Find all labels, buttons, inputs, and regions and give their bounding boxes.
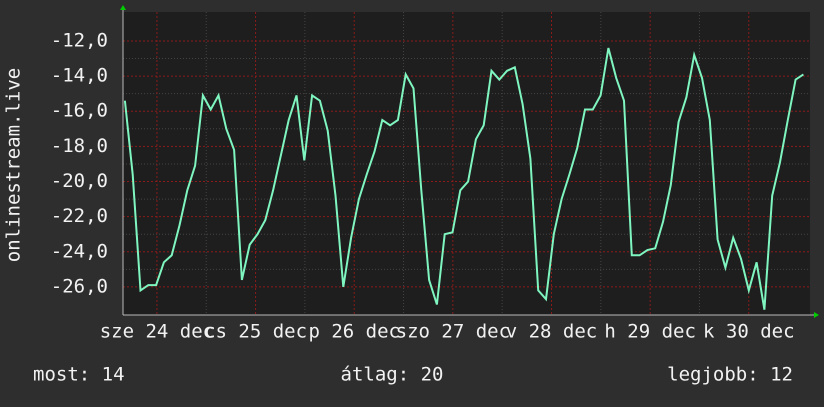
footer-stat: legjobb: 12: [667, 364, 793, 386]
x-tick-label: p 26 dec: [308, 321, 400, 343]
footer-stat: most: 14: [33, 364, 125, 386]
y-tick-label: -12,0: [51, 29, 108, 51]
x-tick-label: v 28 dec: [506, 321, 598, 343]
y-tick-label: -20,0: [51, 170, 108, 192]
data-line: [123, 47, 804, 310]
plot-area: [123, 12, 810, 315]
y-axis-title: onlinestream.live: [3, 68, 25, 262]
footer-stat: átlag: 20: [341, 364, 444, 386]
y-tick-label: -24,0: [51, 240, 108, 262]
x-tick-label: sze 24 dec: [100, 321, 214, 343]
y-tick-label: -26,0: [51, 275, 108, 297]
y-tick-label: -22,0: [51, 205, 108, 227]
x-tick-label: cs 25 dec: [204, 321, 307, 343]
x-tick-label: szo 27 dec: [396, 321, 510, 343]
x-tick-label: h 29 dec: [604, 321, 696, 343]
axis-arrow: [120, 5, 126, 10]
axis-arrow: [814, 312, 819, 318]
y-tick-label: -16,0: [51, 100, 108, 122]
y-tick-label: -18,0: [51, 135, 108, 157]
y-tick-label: -14,0: [51, 65, 108, 87]
x-tick-label: k 30 dec: [703, 321, 795, 343]
